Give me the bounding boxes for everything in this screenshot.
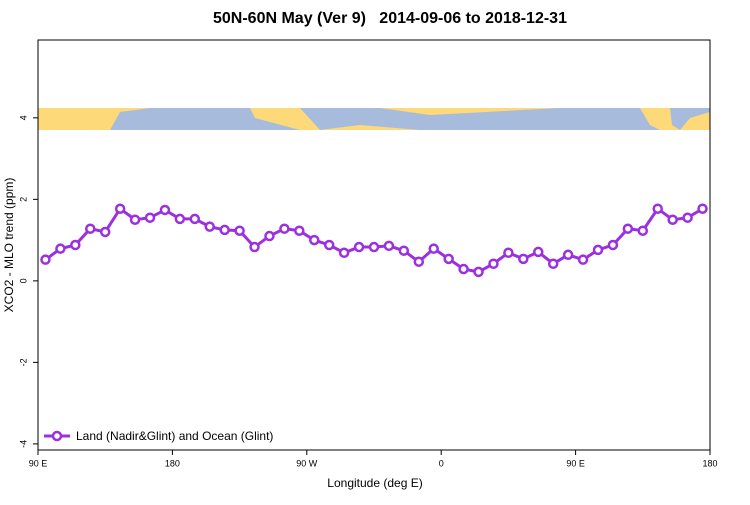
plot-frame xyxy=(37,39,711,451)
data-point xyxy=(473,266,484,278)
data-point xyxy=(682,212,693,223)
data-point xyxy=(338,247,350,258)
data-point xyxy=(159,204,171,216)
x-tick-label: 90 E xyxy=(29,458,48,468)
data-point xyxy=(667,214,678,225)
data-point xyxy=(294,225,305,236)
y-tick-label: -2 xyxy=(18,358,28,366)
data-point xyxy=(383,240,395,252)
data-point xyxy=(129,214,141,225)
data-point xyxy=(503,247,514,258)
data-point xyxy=(652,203,663,214)
data-point xyxy=(592,244,604,256)
x-tick-label: 180 xyxy=(702,458,717,468)
data-point xyxy=(637,225,649,236)
data-point xyxy=(368,241,380,253)
map-ocean xyxy=(670,108,710,130)
data-point xyxy=(533,246,544,258)
data-point xyxy=(114,203,126,214)
data-point xyxy=(174,213,186,225)
map-ocean xyxy=(110,108,300,130)
data-point xyxy=(234,225,245,236)
data-point xyxy=(562,249,574,261)
data-point xyxy=(85,223,96,234)
legend-label: Land (Nadir&Glint) and Ocean (Glint) xyxy=(76,429,273,443)
map-strip xyxy=(38,108,710,130)
legend-marker xyxy=(51,430,63,442)
data-point xyxy=(577,254,589,265)
x-tick-label: 90 E xyxy=(566,458,585,468)
chart-title: 50N-60N May (Ver 9) 2014-09-06 to 2018-1… xyxy=(213,10,567,27)
x-tick-label: 90 W xyxy=(296,458,318,468)
y-tick-label: 2 xyxy=(18,197,28,202)
x-tick-label: 180 xyxy=(165,458,180,468)
data-point xyxy=(144,212,156,223)
data-point xyxy=(697,203,708,214)
y-tick-label: 4 xyxy=(18,115,28,120)
data-point xyxy=(323,239,335,251)
data-point xyxy=(622,223,634,234)
data-point xyxy=(398,245,410,256)
data-point xyxy=(219,224,230,236)
data-point xyxy=(443,253,454,265)
map-ocean xyxy=(300,108,660,130)
data-point xyxy=(607,239,619,251)
series-line xyxy=(44,206,704,274)
data-point xyxy=(488,258,499,269)
data-point xyxy=(518,253,529,265)
data-point xyxy=(413,256,425,267)
data-point xyxy=(279,223,290,234)
y-axis-label: XCO2 - MLO trend (ppm) xyxy=(2,178,16,313)
data-point xyxy=(40,254,51,265)
data-point xyxy=(547,258,559,269)
x-tick-label: 0 xyxy=(439,458,444,468)
y-tick-label: -4 xyxy=(18,440,28,448)
data-point xyxy=(353,241,365,253)
data-point xyxy=(55,243,66,254)
data-point xyxy=(264,230,275,242)
y-tick-label: 0 xyxy=(18,278,28,283)
data-point xyxy=(99,226,111,238)
x-axis-label: Longitude (deg E) xyxy=(327,476,422,490)
legend: Land (Nadir&Glint) and Ocean (Glint) xyxy=(44,429,273,443)
data-point xyxy=(458,263,469,275)
data-point xyxy=(309,234,320,246)
data-point xyxy=(428,243,439,254)
data-point xyxy=(70,239,81,251)
data-point xyxy=(204,221,215,232)
data-point xyxy=(189,213,201,225)
data-point xyxy=(249,241,260,253)
